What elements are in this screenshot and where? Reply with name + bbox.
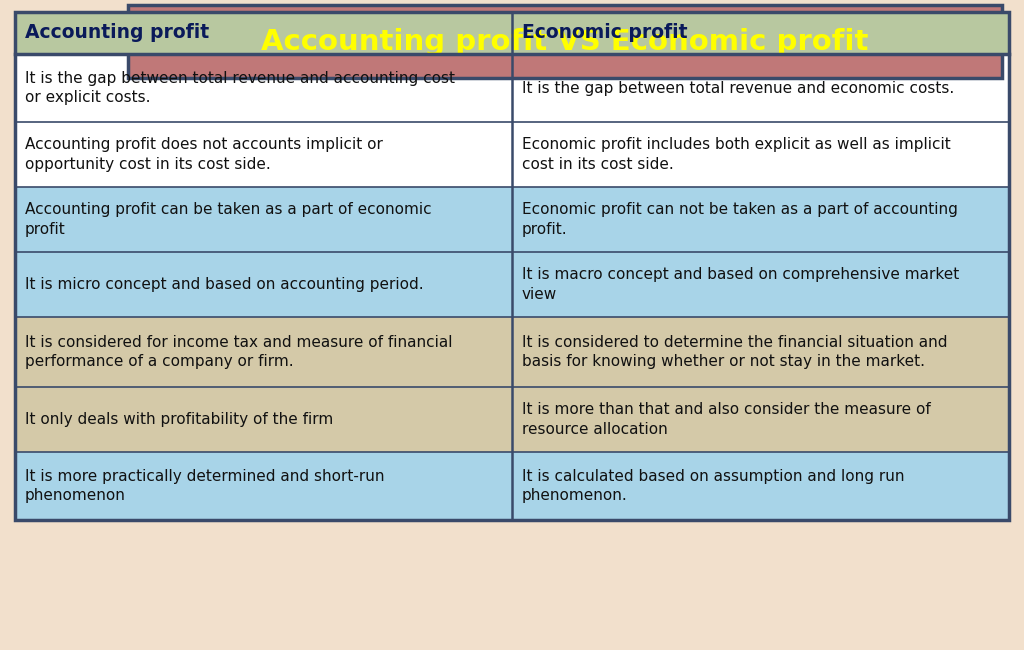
Text: Accounting profit does not accounts implicit or
opportunity cost in its cost sid: Accounting profit does not accounts impl… (25, 137, 383, 172)
Text: Economic profit can not be taken as a part of accounting
profit.: Economic profit can not be taken as a pa… (522, 202, 957, 237)
Text: It is considered for income tax and measure of financial
performance of a compan: It is considered for income tax and meas… (25, 335, 453, 369)
FancyBboxPatch shape (15, 252, 1009, 317)
Text: It is micro concept and based on accounting period.: It is micro concept and based on account… (25, 277, 424, 292)
Text: It is the gap between total revenue and economic costs.: It is the gap between total revenue and … (522, 81, 954, 96)
Text: It is more than that and also consider the measure of
resource allocation: It is more than that and also consider t… (522, 402, 931, 437)
Text: It only deals with profitability of the firm: It only deals with profitability of the … (25, 412, 333, 427)
Text: It is macro concept and based on comprehensive market
view: It is macro concept and based on compreh… (522, 267, 959, 302)
Text: It is calculated based on assumption and long run
phenomenon.: It is calculated based on assumption and… (522, 469, 904, 503)
Text: It is considered to determine the financial situation and
basis for knowing whet: It is considered to determine the financ… (522, 335, 947, 369)
Text: It is the gap between total revenue and accounting cost
or explicit costs.: It is the gap between total revenue and … (25, 71, 455, 105)
FancyBboxPatch shape (15, 54, 1009, 122)
FancyBboxPatch shape (15, 12, 1009, 54)
Text: Accounting profit: Accounting profit (25, 23, 209, 42)
Text: Accounting profit can be taken as a part of economic
profit: Accounting profit can be taken as a part… (25, 202, 432, 237)
Text: It is more practically determined and short-run
phenomenon: It is more practically determined and sh… (25, 469, 384, 503)
FancyBboxPatch shape (128, 5, 1002, 78)
Text: Economic profit includes both explicit as well as implicit
cost in its cost side: Economic profit includes both explicit a… (522, 137, 950, 172)
Text: Economic profit: Economic profit (522, 23, 687, 42)
FancyBboxPatch shape (15, 122, 1009, 187)
FancyBboxPatch shape (15, 187, 1009, 252)
FancyBboxPatch shape (15, 452, 1009, 520)
FancyBboxPatch shape (15, 387, 1009, 452)
FancyBboxPatch shape (15, 317, 1009, 387)
FancyBboxPatch shape (15, 54, 1009, 520)
Text: Accounting profit VS Economic profit: Accounting profit VS Economic profit (261, 27, 868, 55)
